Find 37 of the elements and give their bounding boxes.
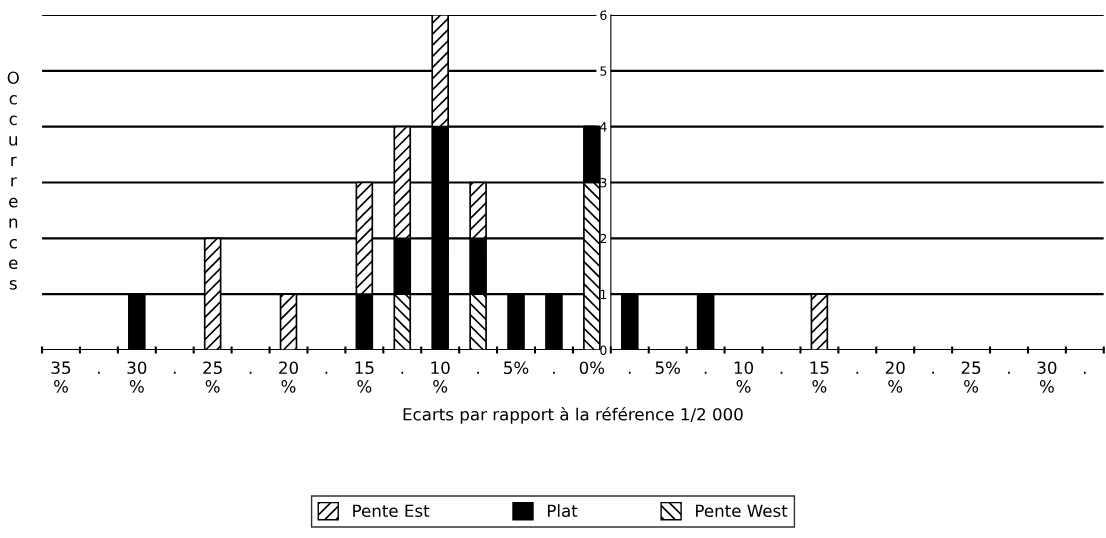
y-tick-label: 4 bbox=[600, 122, 607, 132]
x-axis-title: Ecarts par rapport à la référence 1/2 000 bbox=[403, 407, 743, 424]
x-tick-label: 10 % bbox=[734, 361, 754, 393]
x-tick-label: 15 % bbox=[355, 361, 374, 393]
x-tick-label: . bbox=[932, 371, 934, 374]
x-tick-label: . bbox=[249, 371, 252, 374]
x-tick-label: . bbox=[98, 371, 100, 374]
legend-label: Pente West bbox=[696, 504, 788, 518]
x-tick-label: 25 % bbox=[961, 361, 981, 393]
x-tick-label: . bbox=[1008, 371, 1010, 374]
legend-label: Pente Est bbox=[353, 504, 430, 518]
x-tick-label: 5% bbox=[504, 361, 529, 375]
x-tick-label: 0% bbox=[579, 361, 605, 375]
x-tick-label: . bbox=[553, 371, 555, 374]
x-tick-label: . bbox=[401, 371, 404, 374]
y-tick-label: 5 bbox=[600, 66, 607, 76]
x-tick-label: . bbox=[856, 371, 859, 374]
x-tick-label: . bbox=[628, 371, 631, 374]
x-tick-label: 25 % bbox=[203, 361, 222, 393]
x-tick-label: 30 % bbox=[127, 361, 147, 393]
y-tick-label: 0 bbox=[600, 345, 607, 355]
x-tick-label: . bbox=[173, 371, 176, 374]
x-tick-label: . bbox=[780, 371, 783, 374]
x-tick-label: . bbox=[704, 371, 707, 374]
y-tick-label: 6 bbox=[600, 10, 607, 20]
x-tick-label: 20 % bbox=[279, 361, 299, 393]
x-tick-label: . bbox=[477, 371, 479, 374]
x-tick-label: . bbox=[325, 371, 328, 374]
x-tick-label: 10 % bbox=[431, 361, 450, 393]
legend-label: Plat bbox=[547, 504, 578, 518]
text: Occurrences bbox=[7, 71, 19, 290]
x-tick-label: 35 % bbox=[51, 361, 71, 393]
x-tick-label: 20 % bbox=[885, 361, 905, 393]
x-tick-label: . bbox=[1083, 371, 1086, 374]
x-tick-label: 5% bbox=[655, 361, 681, 375]
x-tick-label: 15 % bbox=[810, 361, 829, 393]
x-tick-label: 30 % bbox=[1037, 361, 1057, 393]
